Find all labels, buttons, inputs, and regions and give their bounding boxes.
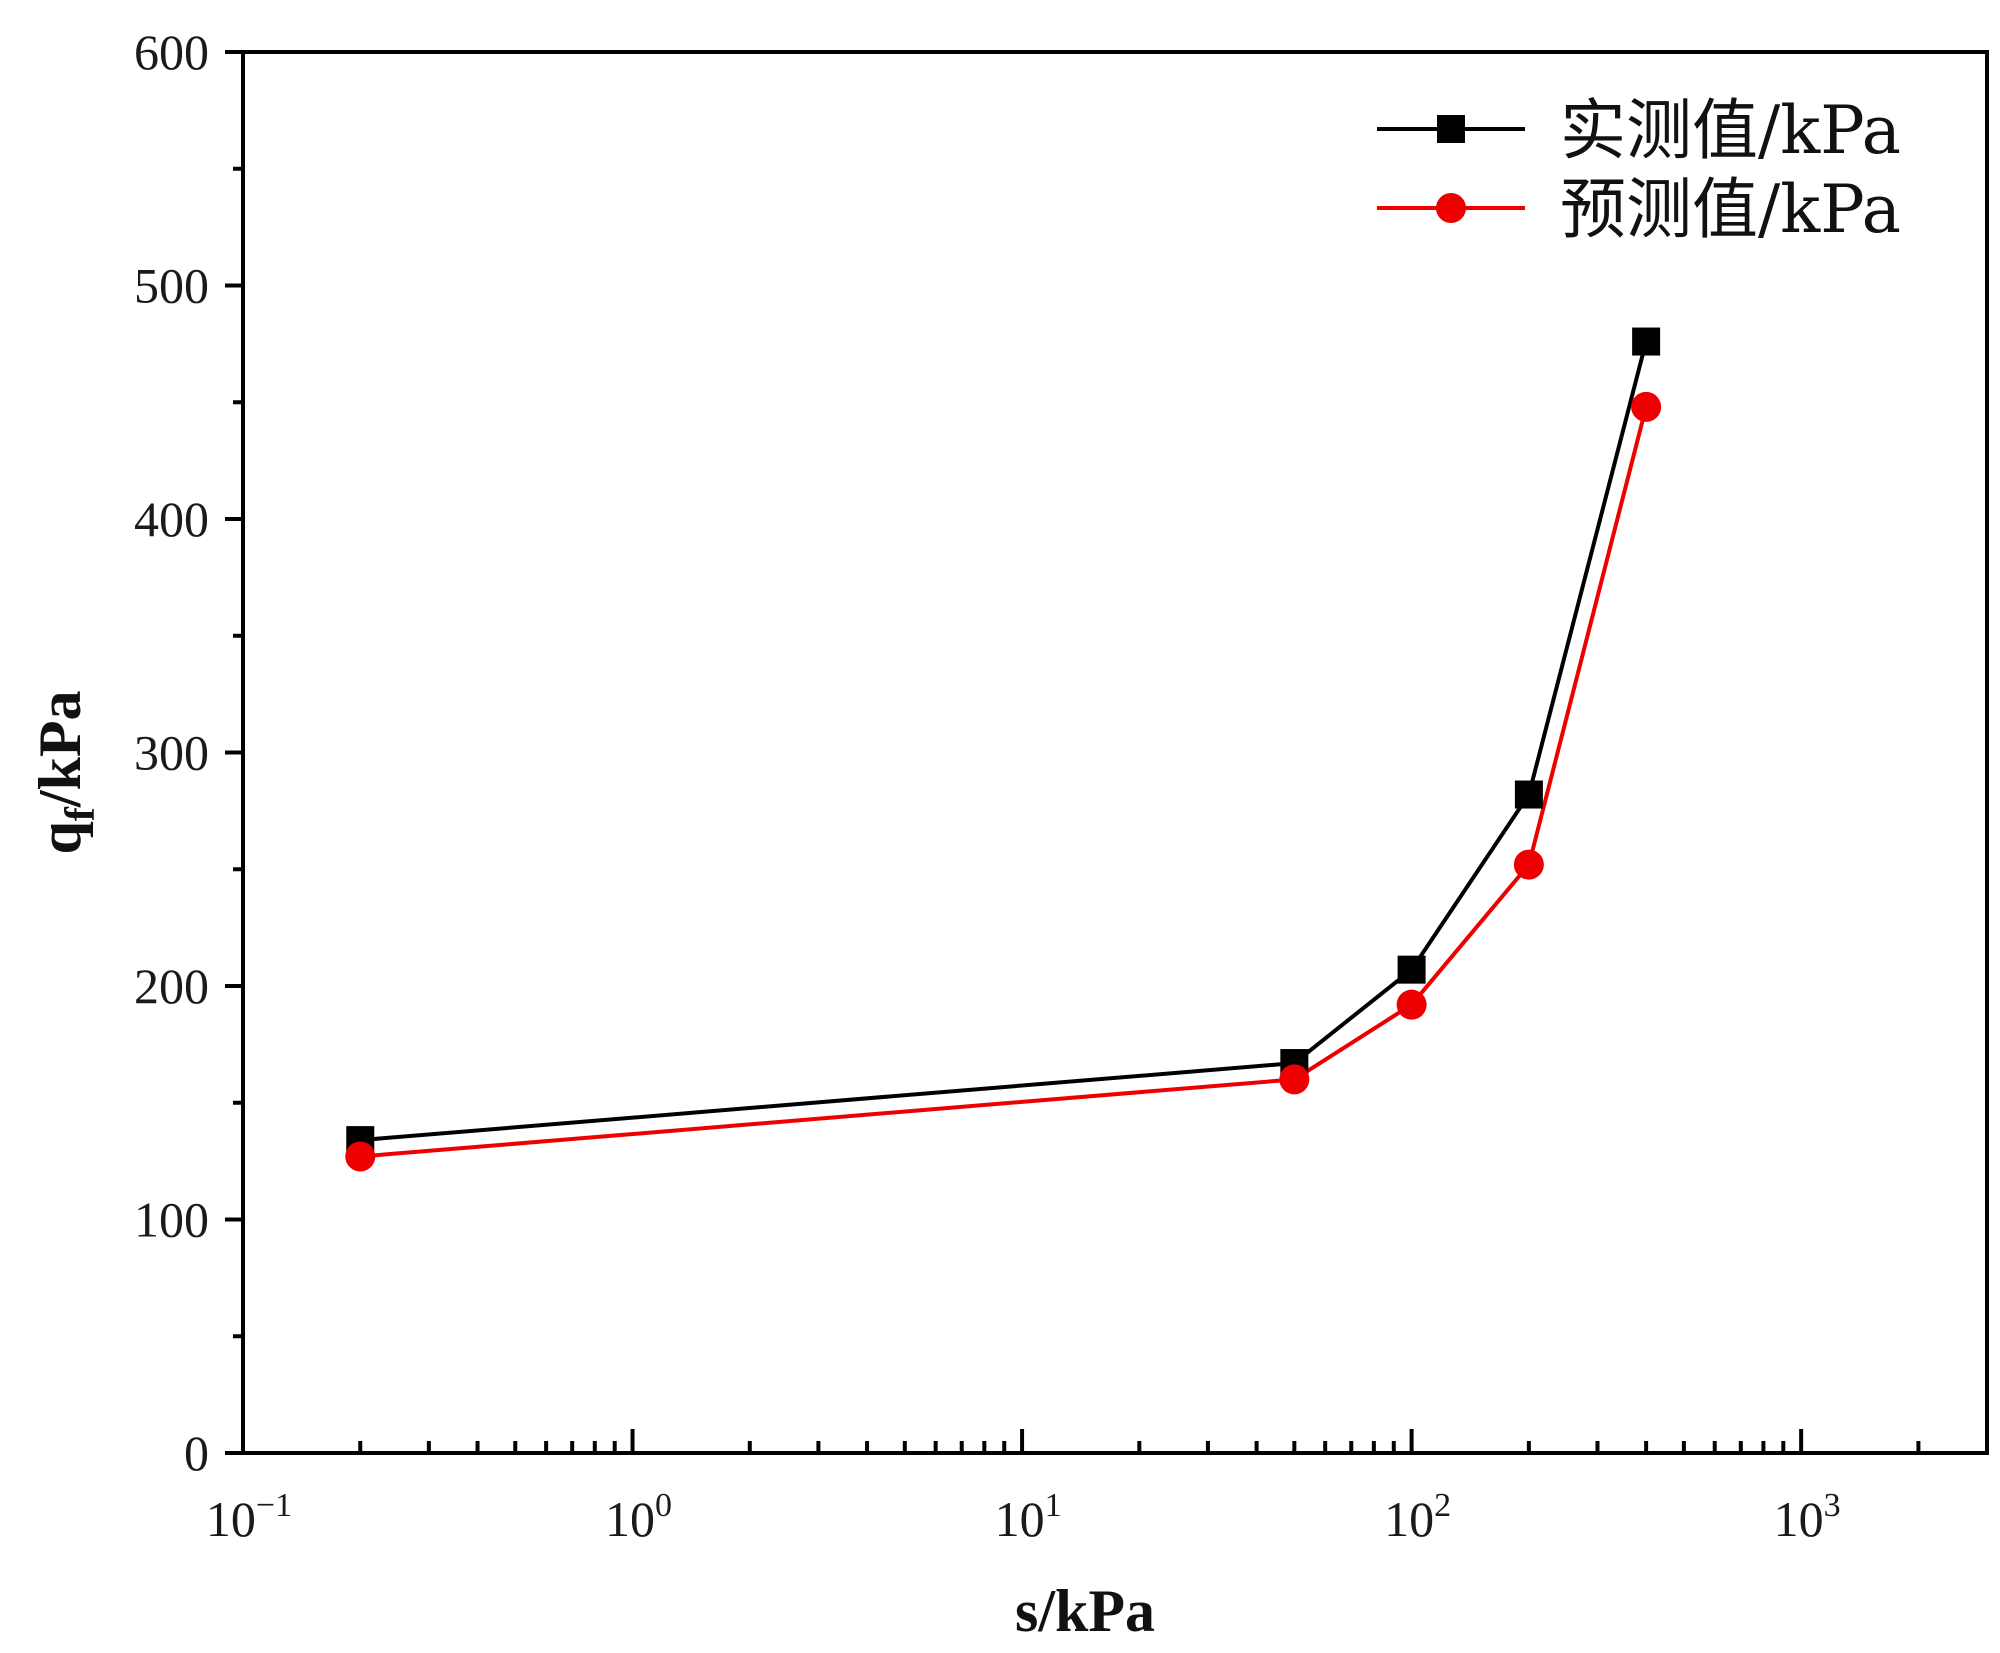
series-1-point [345,1141,376,1172]
series-0-point [1514,780,1543,809]
x-tick-label-base: 10 [605,1491,655,1547]
x-tick-label-base: 10 [1384,1491,1434,1547]
legend-label-measured: 实测值/kPa [1560,92,1901,169]
x-tick-label: 100 [605,1487,672,1547]
series-1-point [1513,849,1544,880]
x-tick-label: 10−1 [206,1487,292,1547]
plot-frame [241,50,1989,1455]
x-tick-label: 103 [1774,1487,1841,1547]
x-tick-label-exponent: 1 [1045,1487,1062,1524]
series-1-point [1279,1064,1310,1095]
y-tick-label: 100 [134,1192,209,1248]
y-tick-label: 300 [134,725,209,781]
series-0-point [1397,955,1426,984]
series-1-point [1396,989,1427,1020]
y-tick-label: 500 [134,258,209,314]
y-tick-label: 600 [134,24,209,80]
y-axis-title-subscript: f [58,806,104,821]
x-tick-label-exponent: 2 [1434,1487,1451,1524]
y-axis-title-suffix: /kPa [27,690,93,808]
x-tick-label-base: 10 [1774,1491,1824,1547]
series-0-point [1632,327,1661,356]
legend-marker-measured [1437,115,1465,143]
x-axis-title: s/kPa [1015,1578,1155,1644]
x-tick-label-base: 10 [206,1491,256,1547]
y-axis-title-base: q [27,821,93,854]
x-tick-label: 102 [1384,1487,1451,1547]
y-tick-label: 400 [134,491,209,547]
x-tick-label: 101 [995,1487,1062,1547]
x-tick-label-base: 10 [995,1491,1045,1547]
x-tick-label-exponent: −1 [256,1487,292,1524]
series-layer [345,327,1662,1172]
legend: 实测值/kPa 预测值/kPa [1377,92,1901,248]
y-tick-label: 0 [184,1425,209,1481]
y-axis-title: qf/kPa [27,690,104,854]
series-1-point [1631,391,1662,422]
legend-label-predicted: 预测值/kPa [1560,171,1901,248]
legend-marker-predicted [1436,193,1466,223]
x-tick-label-exponent: 3 [1824,1487,1841,1524]
x-tick-label-exponent: 0 [655,1487,672,1524]
y-tick-label: 200 [134,958,209,1014]
